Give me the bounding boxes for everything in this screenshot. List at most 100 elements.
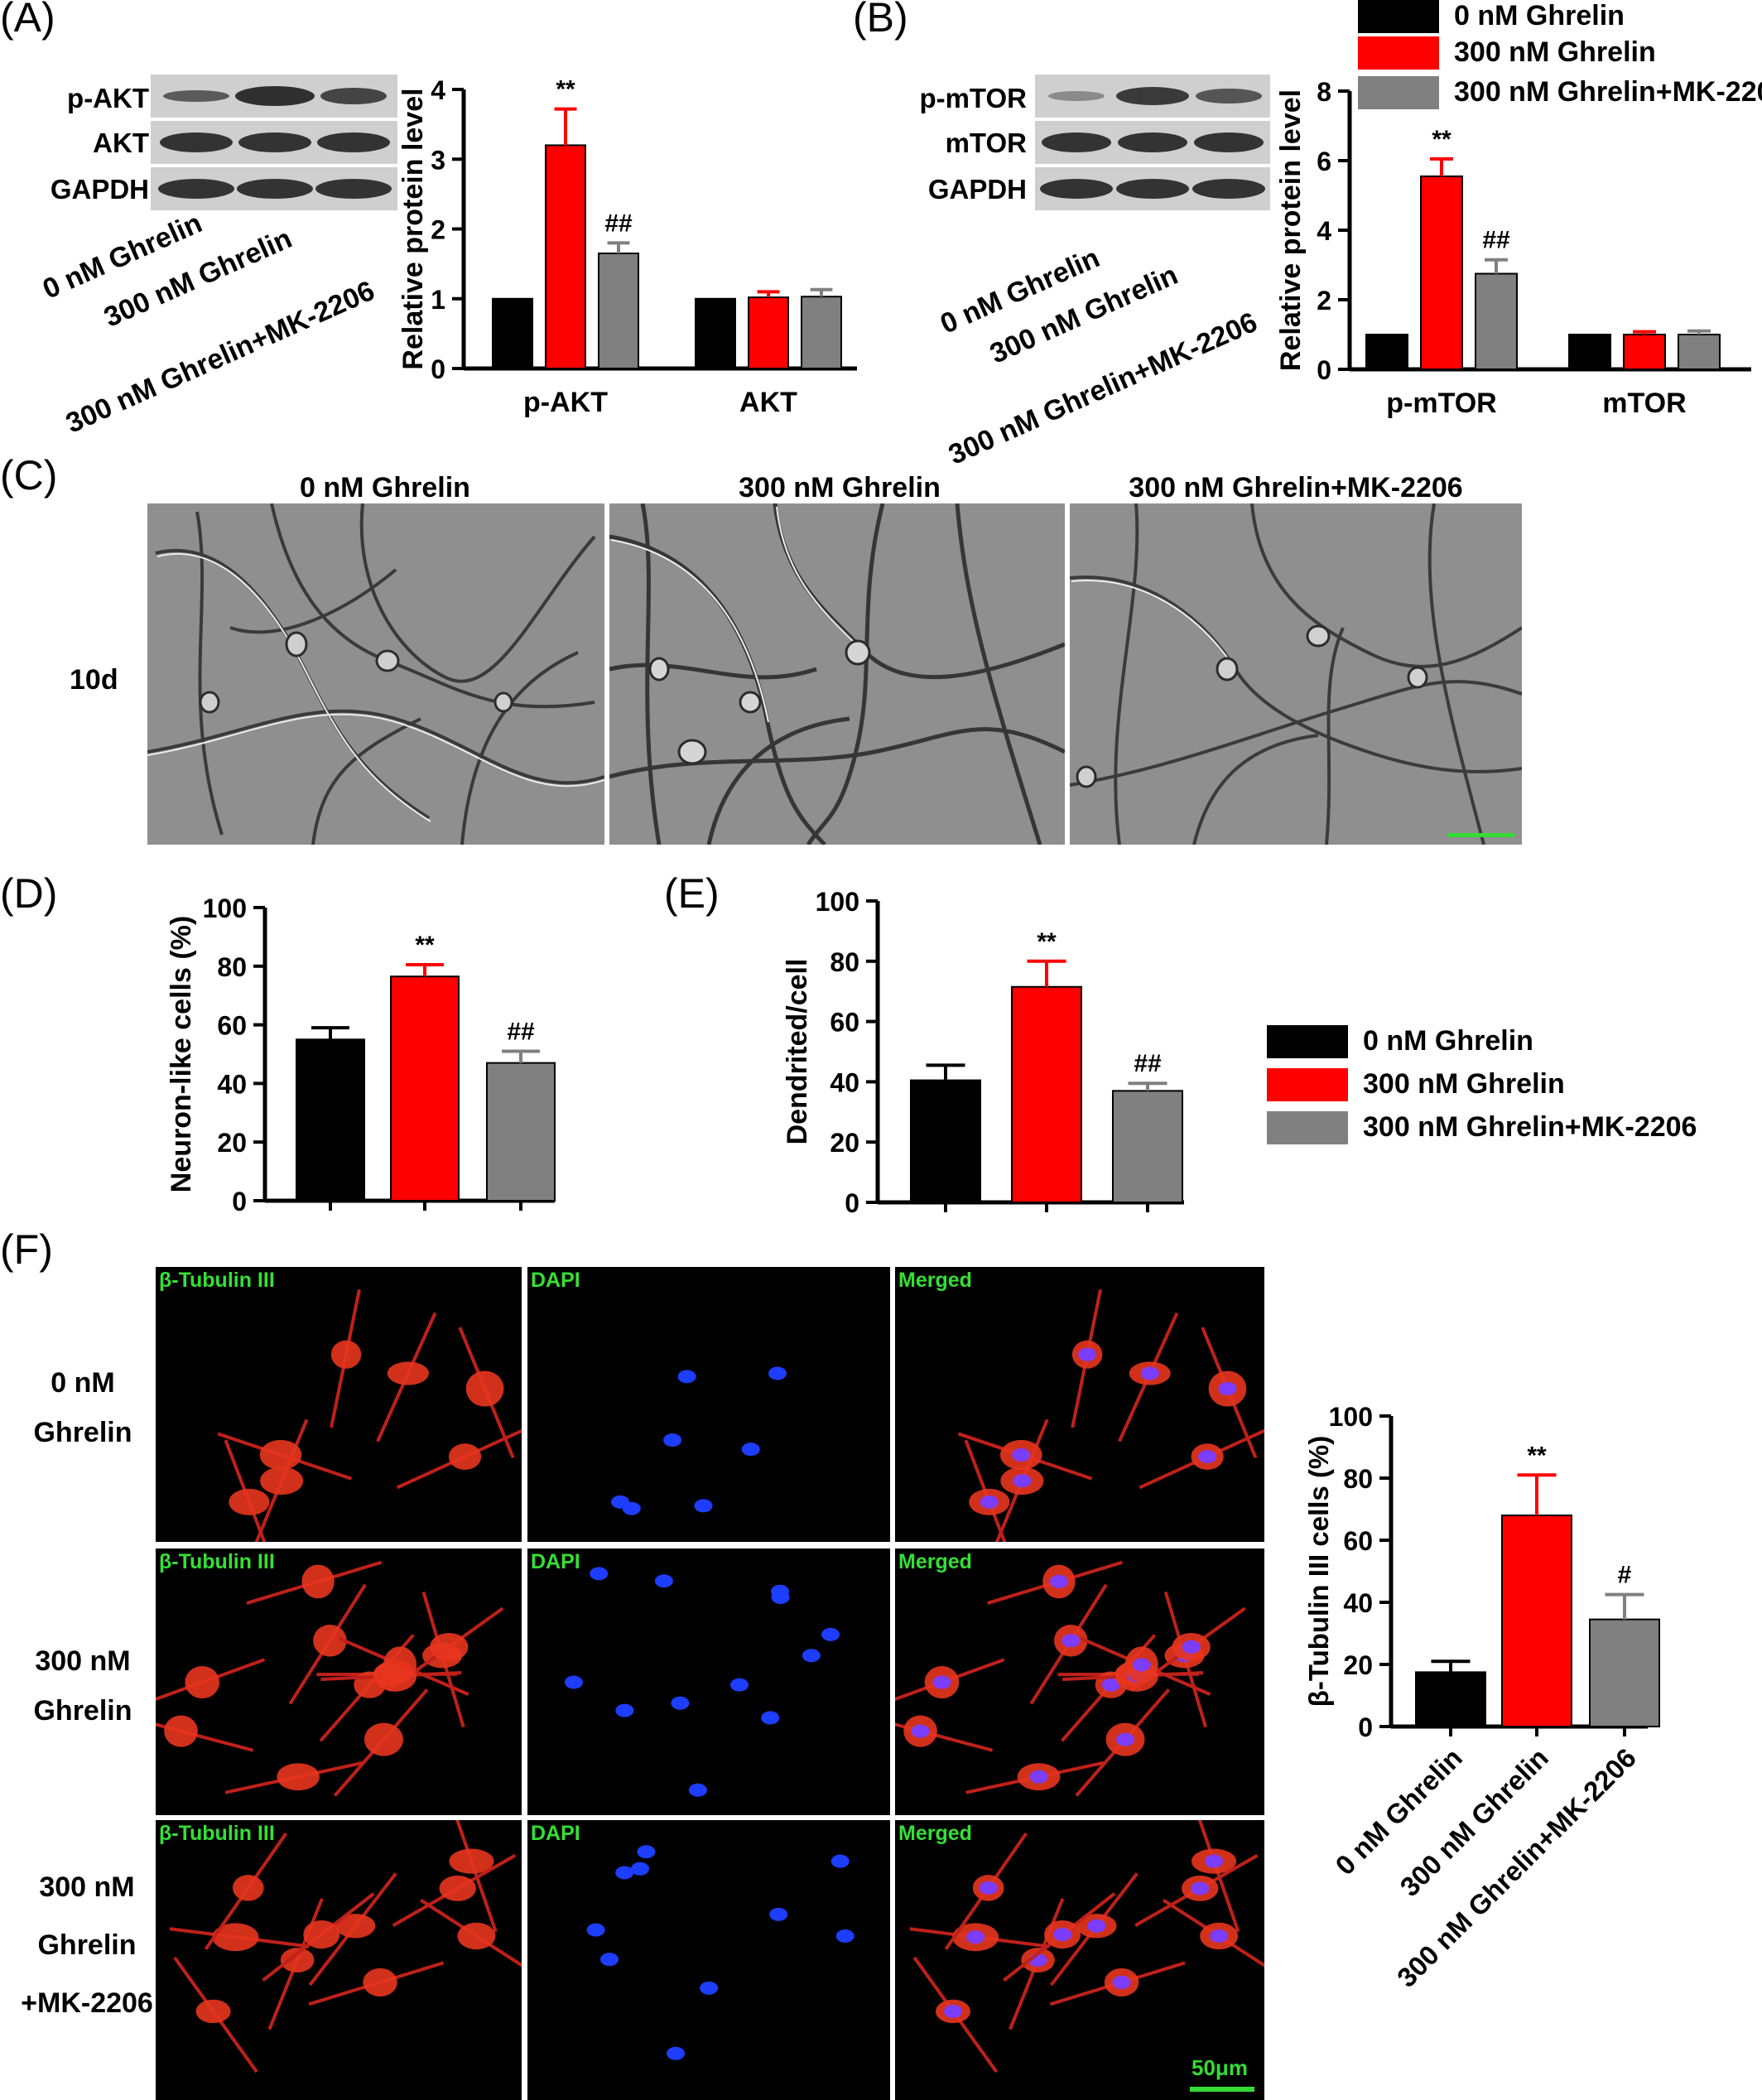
y-tick-label: 6	[1317, 147, 1331, 176]
y-tick-label: 40	[217, 1069, 247, 1099]
significance-mark: **	[1037, 928, 1057, 956]
nucleus	[769, 1907, 788, 1921]
y-tick-label: 100	[203, 893, 247, 923]
y-tick-label: 40	[830, 1067, 859, 1097]
bar	[598, 252, 639, 369]
fluorescence-drawing	[895, 1560, 1246, 1797]
cell-body	[280, 1948, 315, 1973]
cell-body	[439, 1875, 476, 1901]
nucleus	[663, 1433, 682, 1447]
cell-body	[449, 1848, 494, 1874]
legend-text: 300 nM Ghrelin	[1363, 1068, 1565, 1100]
significance-mark: ##	[507, 1018, 535, 1045]
y-tick-label: 0	[1358, 1712, 1373, 1742]
significance-mark: **	[556, 76, 575, 104]
legend-top-item-2: 300 nM Ghrelin	[1358, 33, 1755, 75]
group-label: p-AKT	[523, 387, 608, 418]
panel-label-e: (E)	[664, 870, 720, 917]
cell-body	[260, 1467, 304, 1496]
nucleus	[1049, 1574, 1068, 1588]
fluorescence-drawing	[611, 1366, 787, 1515]
nucleus	[564, 1675, 583, 1689]
bar	[1678, 334, 1721, 370]
legend-swatch	[1267, 1068, 1348, 1101]
nucleus	[637, 1845, 656, 1859]
y-tick-label: 0	[1317, 355, 1331, 385]
nucleus	[1218, 1382, 1237, 1396]
cell-body	[387, 1361, 429, 1385]
panel-c-col-label-2: 300 nM Ghrelin	[739, 472, 941, 503]
panel-label-f: (F)	[0, 1226, 53, 1273]
neuron-network-drawing	[609, 503, 1065, 845]
nucleus	[1112, 1975, 1131, 1989]
fluorescence-drawing	[586, 1845, 855, 2060]
bar	[486, 1062, 556, 1202]
nucleus	[1087, 1919, 1106, 1933]
cell-body	[457, 1922, 496, 1950]
bar	[910, 1079, 981, 1203]
cell-body	[259, 1439, 302, 1471]
nucleus	[911, 1724, 930, 1738]
chart-e-dendrites-per-cell: 0 20 40 60 80 100 Dendrited/cell ** ##	[782, 887, 1184, 1218]
row-label-line: Ghrelin	[33, 1695, 132, 1727]
nucleus	[1210, 1929, 1229, 1943]
fluorescence-drawing	[957, 1288, 1264, 1542]
cell-body	[277, 1763, 320, 1791]
fluorescence-image-dapi-row3: DAPI	[527, 1820, 890, 2100]
nucleus	[694, 1499, 713, 1513]
fluorescence-image-btubulin-row1: β-Tubulin III	[156, 1267, 522, 1542]
fluorescence-drawing	[909, 1820, 1264, 2074]
bar	[1415, 1671, 1486, 1727]
y-tick-label: 0	[232, 1187, 247, 1216]
legend-text: 300 nM Ghrelin+MK-2206	[1454, 76, 1762, 108]
bar	[1623, 334, 1666, 370]
y-tick-label: 20	[1343, 1650, 1373, 1680]
cell-body	[301, 1564, 335, 1599]
fluorescence-image-btubulin-row2: β-Tubulin III	[156, 1549, 522, 1815]
bar	[1568, 334, 1611, 370]
bar	[1011, 985, 1082, 1204]
nucleus	[1140, 1366, 1159, 1380]
cell-body	[363, 1968, 397, 1997]
nucleus	[1191, 1881, 1210, 1895]
fluorescence-drawing	[169, 1820, 522, 2074]
significance-mark: ##	[1134, 1050, 1162, 1077]
panel-label-d: (D)	[0, 870, 58, 917]
nucleus	[700, 1981, 719, 1995]
legend-swatch	[1267, 1025, 1348, 1058]
y-tick-label: 100	[1329, 1402, 1373, 1432]
legend-mid-item-3: 300 nM Ghrelin+MK-2206	[1267, 1108, 1731, 1149]
nucleus	[1182, 1640, 1201, 1654]
blot-b-label-mtor: mTOR	[945, 128, 1027, 158]
y-axis-label: Neuron-like cells (%)	[166, 916, 197, 1192]
cell-body	[448, 1443, 482, 1470]
bar	[748, 296, 789, 369]
panel-label-b: (B)	[853, 0, 908, 41]
blot-a-label-gapdh: GAPDH	[50, 174, 149, 205]
fluorescence-image-merged-row1: Merged	[895, 1267, 1264, 1542]
bar	[1475, 272, 1518, 370]
nucleus	[1116, 1732, 1135, 1746]
y-tick-label: 2	[431, 215, 445, 245]
bar	[1112, 1090, 1183, 1203]
phase-contrast-image-mk2206	[1070, 503, 1522, 845]
group-label: AKT	[739, 387, 797, 418]
blot-b-label-pmtor: p-mTOR	[919, 83, 1027, 113]
nucleus	[622, 1501, 641, 1515]
nucleus	[771, 1591, 790, 1605]
row-label-line: +MK-2206	[21, 1987, 153, 2019]
legend-text: 300 nM Ghrelin+MK-2206	[1363, 1111, 1697, 1143]
bar	[1365, 334, 1408, 370]
row-label-line: Ghrelin	[37, 1929, 137, 1961]
y-tick-label: 100	[816, 887, 859, 917]
bar	[801, 296, 842, 369]
significance-mark: ##	[604, 210, 633, 237]
nucleus	[586, 1923, 605, 1937]
significance-mark: ##	[1482, 227, 1510, 254]
panel-f-row-label-3: 300 nM Ghrelin +MK-2206	[17, 1858, 157, 2032]
y-tick-label: 2	[1317, 286, 1331, 315]
y-axis-label: Relative protein level	[1275, 89, 1307, 371]
fluorescence-image-dapi-row2: DAPI	[527, 1549, 890, 1815]
row-label-line: 300 nM	[39, 1871, 135, 1903]
cell-body	[232, 1875, 264, 1901]
